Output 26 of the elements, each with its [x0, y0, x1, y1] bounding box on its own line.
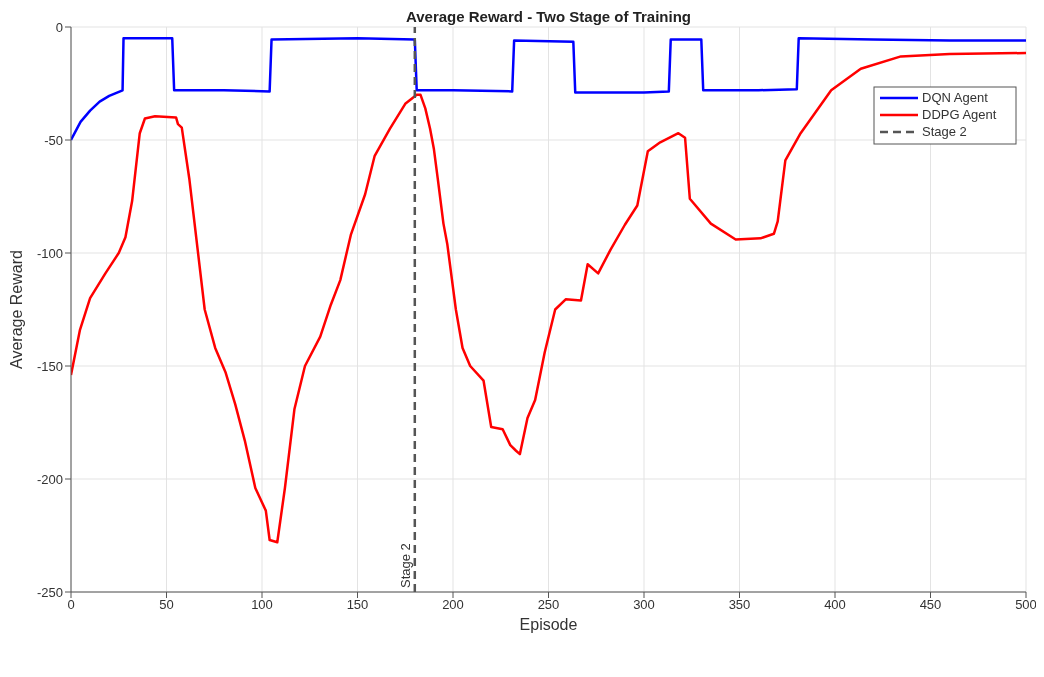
x-tick-label: 250 [537, 597, 560, 613]
y-tick-label: -250 [36, 584, 63, 600]
x-tick-label: 400 [824, 597, 846, 613]
y-tick-label: -50 [44, 132, 63, 148]
x-tick-label: 200 [442, 597, 464, 613]
y-axis-title: Average Reward [7, 250, 25, 369]
x-tick-label: 0 [67, 597, 75, 613]
x-tick-label: 150 [346, 597, 369, 613]
y-tick-label: -100 [36, 245, 63, 261]
line-series [71, 51, 1026, 544]
y-tick-label: -200 [36, 471, 63, 487]
x-tick-label: 100 [251, 597, 273, 613]
y-tick-label: -150 [36, 358, 63, 374]
text: Stage 2 [922, 124, 967, 139]
ref-line-label: Stage 2 [397, 543, 413, 588]
y-tick-label: 0 [55, 19, 63, 35]
x-tick-label: 300 [633, 597, 655, 613]
legend-label: DDPG Agent [922, 107, 997, 122]
legend-label: DQN Agent [922, 90, 989, 105]
x-tick-label: 50 [159, 597, 174, 613]
line-series [71, 37, 1026, 142]
x-tick-label: 350 [728, 597, 751, 613]
chart-title: Average Reward - Two Stage of Training [405, 8, 692, 25]
x-axis-title: Episode [519, 616, 578, 633]
x-tick-label: 450 [919, 597, 942, 613]
x-tick-label: 500 [1015, 597, 1037, 613]
